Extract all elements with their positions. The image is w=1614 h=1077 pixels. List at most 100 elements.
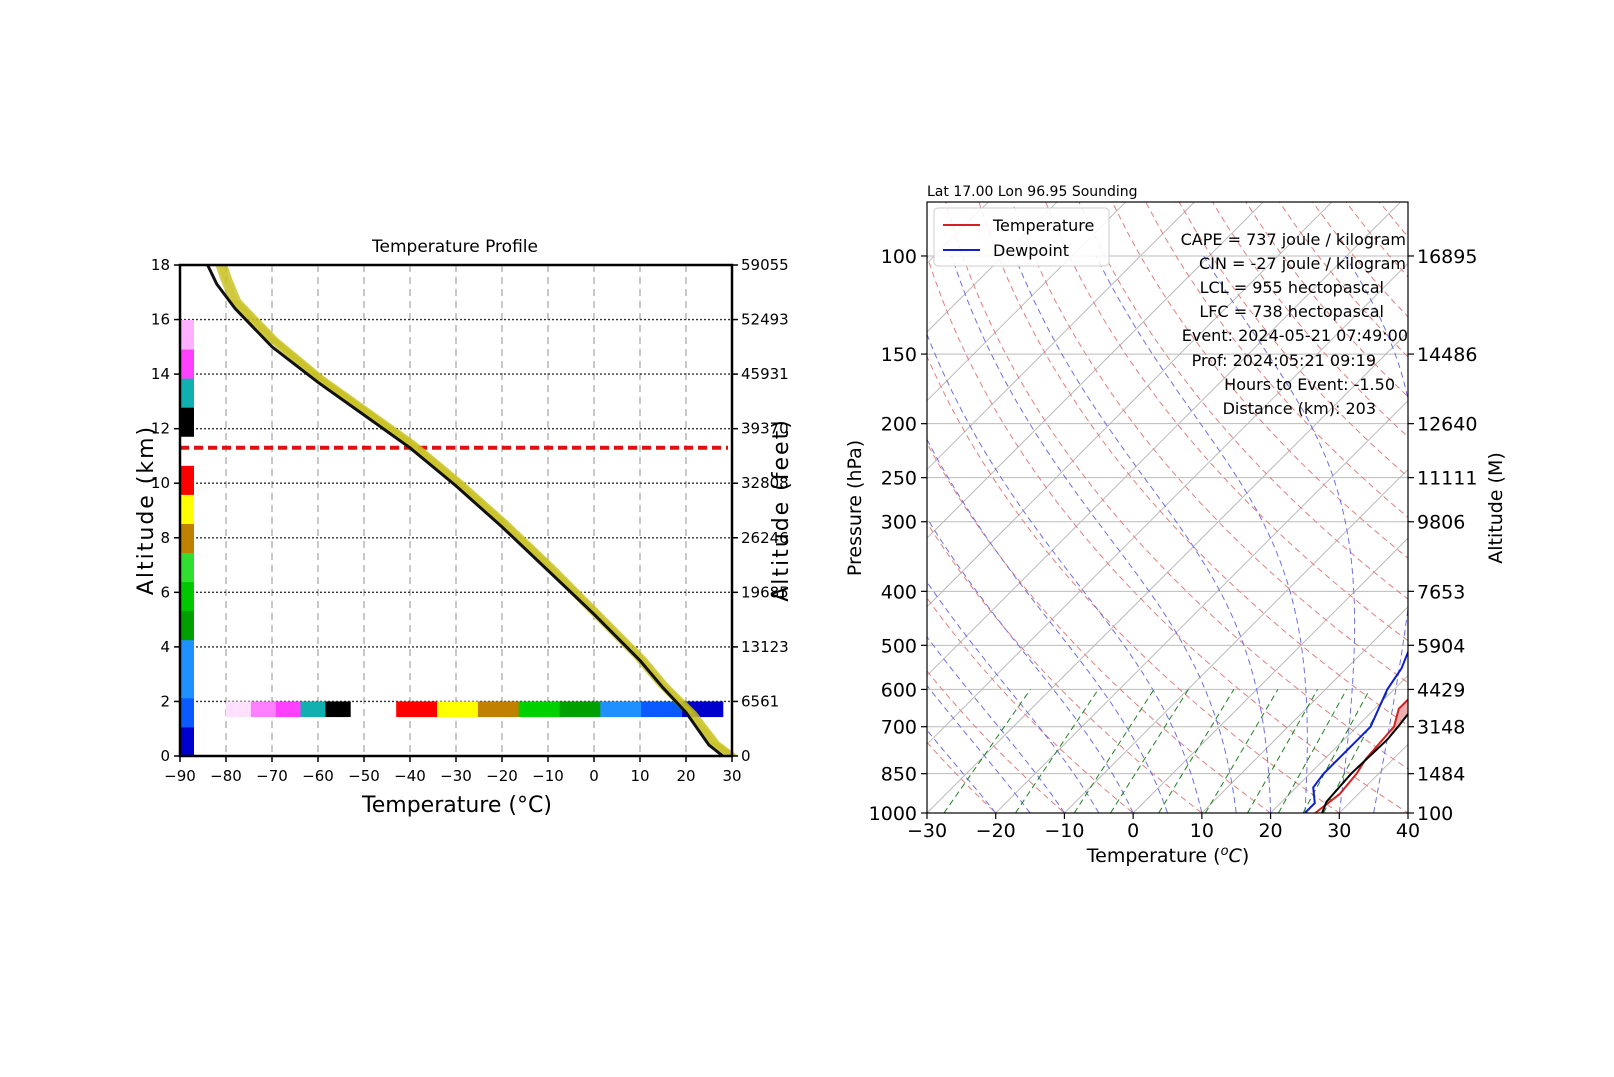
left-color-bars xyxy=(181,320,724,757)
left-x-tick-label: −20 xyxy=(486,767,518,785)
right-x-tick-label: 0 xyxy=(1127,820,1139,842)
left-y2-tick-label: 0 xyxy=(741,747,751,765)
bottom-color-segment xyxy=(641,701,683,718)
altitude-tick-label: 14486 xyxy=(1417,344,1477,366)
bottom-color-segment xyxy=(226,701,252,718)
mixing-ratio-line xyxy=(1015,689,1099,813)
isotherm-line xyxy=(1269,674,1408,813)
bottom-color-segment xyxy=(300,701,326,718)
dry-adiabat-line xyxy=(927,597,1134,813)
parcel-profile-line xyxy=(1321,712,1408,813)
left-y-tick-label: 2 xyxy=(160,692,170,710)
moist-adiabat-line xyxy=(927,332,1203,813)
left-color-segment xyxy=(181,523,194,554)
right-x-tick-label: −10 xyxy=(1044,820,1084,842)
left-x-ticks: −90 −80 −70 −60 −50 −40 −30 −20 −10 0 10 20 30 xyxy=(164,756,742,785)
legend-temperature-label: Temperature xyxy=(992,216,1094,235)
left-y2-ticks: 0 6561 13123 19685 26246 32808 39370 45931 52493… xyxy=(732,256,789,765)
right-series xyxy=(1304,618,1408,813)
isotherm-line xyxy=(927,262,1408,745)
mixing-ratio-line xyxy=(1277,689,1348,813)
left-y2-tick-label: 13123 xyxy=(741,638,789,656)
pressure-tick-label: 200 xyxy=(881,414,917,436)
legend-box xyxy=(933,207,1110,267)
left-color-segment xyxy=(181,349,194,379)
right-y-axis-label: Pressure (hPa) xyxy=(844,440,866,576)
annotation-prof: Prof: 2024:05:21 09:19 xyxy=(1192,351,1376,370)
bottom-color-segment xyxy=(275,701,302,718)
legend-dewpoint-label: Dewpoint xyxy=(993,241,1069,260)
bottom-color-segment xyxy=(600,701,642,718)
left-x-tick-label: −50 xyxy=(348,767,380,785)
isotherm-line xyxy=(927,202,1196,471)
isotherm-line xyxy=(995,400,1408,813)
moist-adiabat-line xyxy=(1095,255,1308,813)
annotation-event: Event: 2024-05-21 07:49:00 xyxy=(1182,326,1408,345)
right-x-axis-label: Temperature (oC) xyxy=(1086,844,1249,868)
altitude-tick-label: 9806 xyxy=(1417,512,1465,534)
left-color-segment xyxy=(181,407,194,437)
pressure-tick-label: 400 xyxy=(881,581,917,603)
bottom-color-segment xyxy=(477,701,520,718)
dry-adiabat-line xyxy=(1345,202,1408,278)
left-y-tick-label: 8 xyxy=(160,529,170,547)
dry-adiabat-line xyxy=(927,355,1341,813)
altitude-tick-label: 100 xyxy=(1417,803,1453,825)
right-x-tick-label: 30 xyxy=(1327,820,1351,842)
left-series xyxy=(206,264,738,758)
left-color-segment xyxy=(181,581,194,612)
mean-profile-line xyxy=(206,264,724,758)
left-color-segment xyxy=(181,436,194,466)
right-x-tick-label: 20 xyxy=(1258,820,1282,842)
left-y-tick-label: 16 xyxy=(151,311,170,329)
sounding-annotations: CAPE = 737 joule / kilogram CIN = -27 jo… xyxy=(1181,230,1408,418)
dry-adiabat-line xyxy=(927,254,1408,813)
isotherm-line xyxy=(1201,606,1408,813)
mixing-ratio-line xyxy=(1204,689,1279,813)
bottom-color-segment xyxy=(396,701,438,718)
left-y-tick-label: 0 xyxy=(160,747,170,765)
dry-adiabat-line xyxy=(945,202,1408,770)
skewt-background-lines xyxy=(927,202,1614,825)
dry-adiabat-line xyxy=(927,521,1203,813)
dry-adiabat-line xyxy=(1446,202,1614,825)
right-x-tick-label: −30 xyxy=(907,820,947,842)
left-color-segment xyxy=(181,697,194,728)
left-x-tick-label: 0 xyxy=(589,767,599,785)
left-color-segment xyxy=(181,320,194,350)
isotherm-line xyxy=(1132,537,1408,813)
altitude-tick-label: 1484 xyxy=(1417,764,1465,786)
bottom-color-segment xyxy=(250,701,277,718)
altitude-tick-label: 11111 xyxy=(1417,468,1477,490)
left-color-segment xyxy=(181,639,194,670)
moist-adiabat-line xyxy=(927,729,997,813)
moist-adiabat-line xyxy=(927,684,1031,813)
altitude-tick-label: 7653 xyxy=(1417,581,1465,603)
altitude-ticks: 16895 14486 12640 11111 9806 7653 5904 4429 3148… xyxy=(1408,246,1477,825)
skewt-sounding-chart: Lat 17.00 Lon 96.95 Sounding −30 −20 −10 0 1… xyxy=(844,184,1614,868)
ensemble-profile-line xyxy=(223,264,736,757)
left-y-ticks: 0 2 4 6 8 10 12 14 16 18 xyxy=(151,256,180,765)
moist-adiabat-line xyxy=(1203,255,1356,813)
left-y2-tick-label: 26246 xyxy=(741,529,789,547)
moist-adiabat-line xyxy=(927,517,1134,813)
left-x-tick-label: −30 xyxy=(440,767,472,785)
pressure-tick-label: 100 xyxy=(881,246,917,268)
pressure-ticks: 100 150 200 250 300 400 500 600 700 850 1000 xyxy=(869,246,927,825)
left-chart-title: Temperature Profile xyxy=(371,237,538,257)
left-y2-tick-label: 59055 xyxy=(741,256,789,274)
pressure-tick-label: 300 xyxy=(881,512,917,534)
left-y-tick-label: 4 xyxy=(160,638,170,656)
altitude-tick-label: 4429 xyxy=(1417,679,1465,701)
left-x-tick-label: −60 xyxy=(302,767,334,785)
left-x-tick-label: 10 xyxy=(630,767,649,785)
left-x-tick-label: −10 xyxy=(532,767,564,785)
left-color-segment xyxy=(181,610,194,641)
left-x-tick-label: 30 xyxy=(722,767,741,785)
altitude-tick-label: 3148 xyxy=(1417,717,1465,739)
right-chart-title: Lat 17.00 Lon 96.95 Sounding xyxy=(927,184,1138,200)
bottom-color-segment xyxy=(518,701,560,718)
pressure-tick-label: 700 xyxy=(881,717,917,739)
annotation-lfc: LFC = 738 hectopascal xyxy=(1199,302,1384,321)
annotation-lcl: LCL = 955 hectopascal xyxy=(1200,278,1384,297)
